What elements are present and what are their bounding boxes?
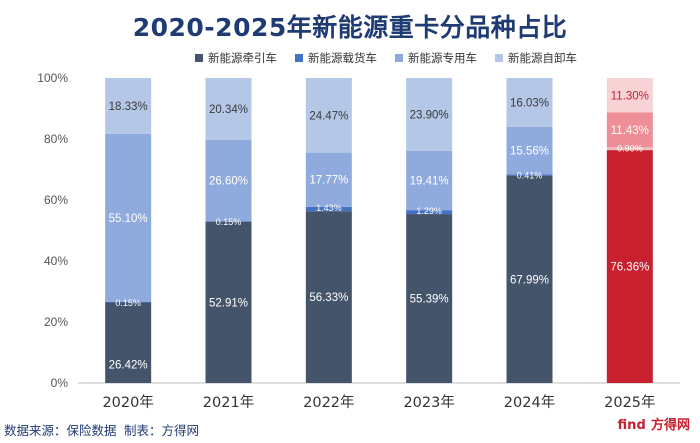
bar-segment-tractor bbox=[606, 150, 653, 383]
data-label-special: 55.10% bbox=[109, 213, 148, 225]
bar-segment-dump bbox=[305, 78, 352, 153]
bar-segment-cargo bbox=[406, 210, 453, 215]
data-label-special: 11.43% bbox=[611, 125, 649, 137]
bar-segment-special bbox=[305, 152, 352, 207]
data-label-cargo: 1.29% bbox=[416, 206, 442, 216]
legend-swatch-tractor bbox=[195, 54, 203, 62]
x-tick-label: 2023年 bbox=[403, 394, 454, 411]
bar-segment-cargo bbox=[105, 301, 152, 303]
legend-label-tractor: 新能源牵引车 bbox=[208, 51, 277, 65]
x-tick-label: 2024年 bbox=[504, 394, 555, 411]
bar-segment-special bbox=[406, 150, 453, 211]
legend: 新能源牵引车 新能源载货车 新能源专用车 新能源自卸车 bbox=[195, 50, 577, 66]
data-label-cargo: 0.90% bbox=[617, 143, 643, 153]
legend-item-special: 新能源专用车 bbox=[395, 50, 477, 66]
y-tick-label: 60% bbox=[44, 193, 68, 207]
data-label-dump: 20.34% bbox=[209, 104, 248, 116]
legend-item-tractor: 新能源牵引车 bbox=[195, 50, 277, 66]
legend-label-dump: 新能源自卸车 bbox=[508, 51, 577, 65]
data-label-dump: 11.30% bbox=[611, 90, 649, 102]
x-tick-label: 2021年 bbox=[203, 394, 254, 411]
bar-segment-dump bbox=[105, 78, 152, 134]
data-label-dump: 23.90% bbox=[410, 109, 449, 121]
data-label-cargo: 0.15% bbox=[115, 298, 141, 308]
legend-label-special: 新能源专用车 bbox=[408, 51, 477, 65]
legend-swatch-special bbox=[395, 54, 403, 62]
data-label-cargo: 1.43% bbox=[316, 203, 342, 213]
data-label-tractor: 67.99% bbox=[510, 274, 549, 286]
y-tick-label: 80% bbox=[44, 132, 68, 146]
bar-segment-special bbox=[606, 112, 653, 148]
data-label-special: 15.56% bbox=[510, 146, 549, 158]
bar-segment-dump bbox=[205, 78, 252, 141]
chart-title: 2020-2025年新能源重卡分品种占比 bbox=[132, 13, 568, 42]
data-label-tractor: 56.33% bbox=[309, 292, 348, 304]
data-label-tractor: 76.36% bbox=[610, 262, 649, 274]
bar-segment-cargo bbox=[506, 174, 553, 176]
bar-segment-dump bbox=[606, 78, 653, 113]
legend-swatch-cargo bbox=[295, 54, 303, 62]
bar-segment-special bbox=[205, 140, 252, 222]
data-label-special: 26.60% bbox=[209, 176, 248, 188]
data-label-cargo: 0.41% bbox=[517, 170, 543, 180]
bar-segment-special bbox=[506, 126, 553, 175]
data-label-special: 19.41% bbox=[410, 176, 449, 188]
y-tick-label: 40% bbox=[44, 254, 68, 268]
data-label-dump: 24.47% bbox=[309, 110, 348, 122]
data-label-special: 17.77% bbox=[309, 175, 348, 187]
data-label-tractor: 26.42% bbox=[109, 360, 148, 372]
legend-swatch-dump bbox=[495, 54, 503, 62]
data-label-dump: 18.33% bbox=[109, 101, 148, 113]
bar-segment-tractor bbox=[105, 302, 152, 383]
bar-segment-dump bbox=[406, 78, 453, 151]
legend-label-cargo: 新能源载货车 bbox=[308, 51, 377, 65]
data-label-tractor: 55.39% bbox=[410, 294, 449, 306]
bar-segment-cargo bbox=[305, 206, 352, 212]
x-tick-label: 2022年 bbox=[303, 394, 354, 411]
legend-item-cargo: 新能源载货车 bbox=[295, 50, 377, 66]
bar-segment-cargo bbox=[606, 147, 653, 151]
data-label-tractor: 52.91% bbox=[209, 297, 248, 309]
y-tick-label: 0% bbox=[51, 376, 69, 390]
x-tick-label: 2025年 bbox=[604, 394, 655, 411]
bar-segment-dump bbox=[506, 78, 553, 127]
data-label-cargo: 0.15% bbox=[216, 217, 242, 227]
data-label-dump: 16.03% bbox=[510, 97, 549, 109]
bar-segment-tractor bbox=[205, 221, 252, 383]
data-source-note: 数据来源：保险数据 制表：方得网 bbox=[4, 423, 200, 438]
brand-logo: find 方得网 bbox=[617, 418, 690, 433]
bar-segment-tractor bbox=[305, 211, 352, 383]
bar-segment-tractor bbox=[406, 214, 453, 383]
y-tick-label: 20% bbox=[44, 315, 68, 329]
legend-item-dump: 新能源自卸车 bbox=[495, 50, 577, 66]
bar-segment-special bbox=[105, 133, 152, 302]
x-tick-label: 2020年 bbox=[102, 394, 153, 411]
y-tick-label: 100% bbox=[37, 71, 68, 85]
bar-segment-cargo bbox=[205, 221, 252, 222]
bar-segment-tractor bbox=[506, 175, 553, 383]
